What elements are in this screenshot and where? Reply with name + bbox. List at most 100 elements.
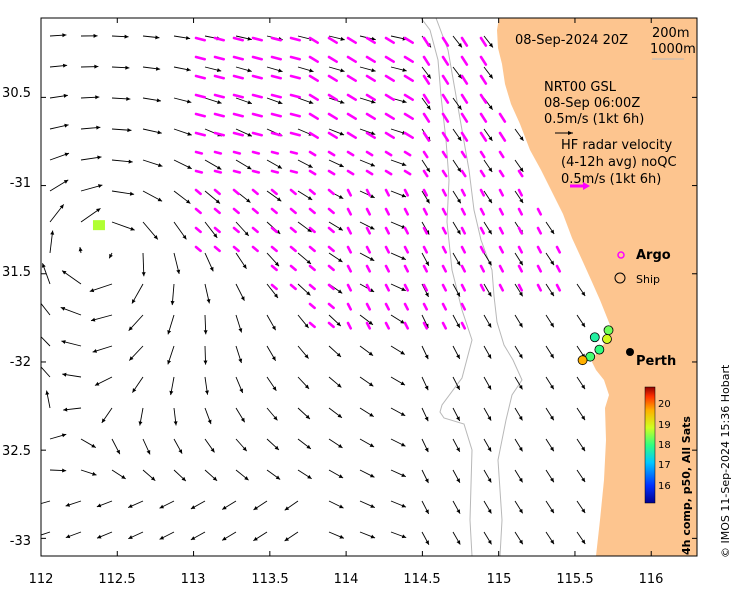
radar-vector [403, 207, 410, 216]
radar-vector [251, 226, 259, 234]
radar-vector [422, 207, 429, 216]
model-vector-head [457, 167, 462, 173]
model-vector-head [146, 449, 151, 455]
model-vector-head [518, 353, 523, 359]
radar-vector [365, 302, 372, 311]
model-vector-head [456, 509, 461, 514]
radar-vector [289, 74, 302, 80]
model-vector-head [150, 476, 156, 481]
model-vector-head [65, 534, 71, 539]
radar-vector [365, 264, 372, 273]
radar-vector [213, 131, 226, 137]
model-vector-head [153, 235, 158, 240]
model-vector-head [338, 444, 343, 448]
radar-vector [441, 55, 450, 66]
model-vector [41, 336, 51, 347]
model-vector-head [487, 323, 492, 328]
radar-vector [479, 264, 486, 273]
model-vector-head [64, 152, 70, 157]
model-vector-head [246, 198, 251, 203]
radar-vector [346, 283, 353, 292]
model-vector-head [138, 421, 143, 426]
model-vector-head [309, 68, 314, 73]
radar-vector [536, 226, 543, 235]
radar-vector [308, 283, 316, 291]
model-vector-head [276, 197, 282, 202]
model-vector-head [457, 136, 462, 141]
radar-vector [232, 245, 240, 253]
model-vector-head [581, 477, 586, 483]
model-vector-head [274, 261, 280, 267]
radar-vector [441, 169, 448, 178]
model-vector-head [401, 442, 406, 447]
model-vector-head [402, 68, 407, 72]
model-vector-head [488, 167, 493, 172]
model-vector-head [304, 384, 310, 389]
radar-vector [460, 321, 467, 330]
radar-vector [555, 264, 562, 273]
sst-obs-dot [602, 334, 612, 344]
model-vector-head [581, 446, 586, 452]
model-vector-head [519, 136, 524, 141]
radar-vector [536, 283, 543, 292]
model-vector-head [247, 165, 252, 170]
radar-vector [194, 150, 204, 155]
model-vector-head [62, 63, 68, 68]
model-vector-head [204, 390, 209, 395]
radar-vector [308, 207, 316, 215]
model-vector-head [109, 253, 113, 259]
model-vector-head [158, 163, 163, 167]
radar-vector [232, 188, 240, 196]
model-vector-head [170, 300, 175, 306]
model-vector-head [238, 358, 243, 363]
radar-vector [498, 131, 507, 142]
radar-vector [517, 169, 524, 178]
model-vector-head [186, 67, 191, 72]
sst-observation-dots [92, 220, 614, 366]
model-scale-arrowhead [568, 131, 573, 135]
model-vector-head [424, 354, 429, 360]
model-vector-head [339, 534, 344, 539]
model-vector-head [487, 539, 492, 545]
radar-vector [308, 188, 316, 196]
radar-vector [327, 36, 338, 45]
model-vector-head [190, 505, 196, 509]
model-vector-head [62, 468, 67, 473]
model-vector-head [368, 351, 374, 356]
radar-vector [460, 245, 467, 254]
model-vector-head [217, 100, 222, 104]
radar-vector [213, 36, 226, 42]
model-vector-head [487, 447, 492, 452]
radar-vector [479, 93, 488, 104]
model-vector-head [339, 504, 344, 509]
radar-vector [327, 207, 335, 215]
model-vector-head [101, 418, 106, 423]
model-vector-head [457, 105, 462, 110]
model-vector-head [401, 503, 406, 508]
radar-vector [536, 207, 543, 216]
radar-vector [289, 112, 302, 118]
model-vector-head [182, 234, 187, 240]
radar-vector [460, 283, 467, 292]
model-vector-head [61, 433, 67, 438]
model-vector-head [307, 228, 312, 233]
argo-label: Argo [636, 248, 671, 263]
model-vector-head [128, 326, 133, 331]
radar-vector [384, 188, 391, 197]
model-vector-head [371, 36, 376, 41]
radar-vector [308, 226, 316, 234]
radar-vector [251, 207, 259, 215]
radar-vector [232, 74, 245, 80]
radar-vector [365, 36, 376, 45]
model-vector-head [131, 299, 136, 304]
isobath-lines [420, 18, 523, 556]
radar-vector [270, 74, 283, 80]
radar-vector [308, 321, 316, 329]
model-vector-head [186, 99, 192, 104]
radar-vector [327, 150, 336, 157]
radar-vector [270, 226, 278, 234]
model-vector-head [487, 509, 492, 514]
model-vector-head [59, 204, 64, 209]
radar-vector [441, 302, 448, 311]
model-vector-head [95, 95, 100, 100]
